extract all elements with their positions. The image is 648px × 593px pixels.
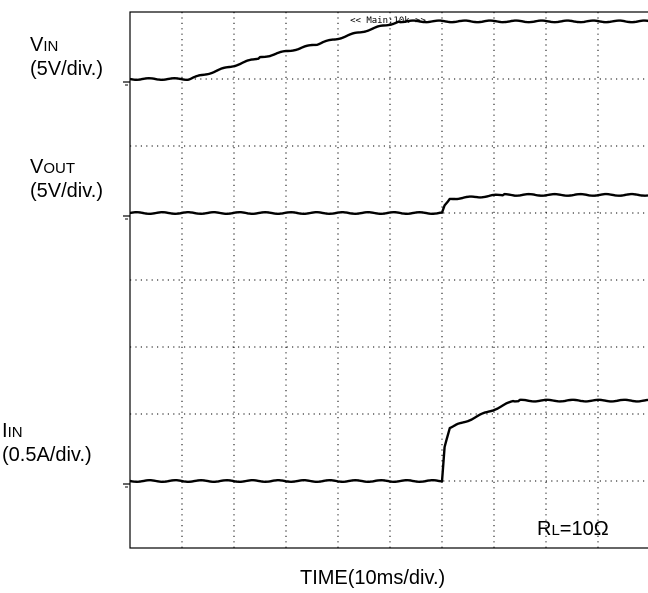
iin-name-main: I [2,420,8,442]
iin-name-sub: IN [7,424,23,441]
vout-scale: (5V/div.) [30,180,103,202]
vin-scale: (5V/div.) [30,58,103,80]
series-line-iin [129,398,648,483]
annotation-sub: L [551,522,560,539]
annotation-main: R [537,518,552,540]
scope-frame [129,11,648,549]
load-annotation: RL=10Ω [537,518,609,541]
grid-lines [130,12,648,548]
series-label-iin: IIN (0.5A/div.) [2,420,92,466]
series-line-vout [129,192,648,216]
x-axis-label: TIME(10ms/div.) [300,567,446,589]
series-label-vin: VIN (5V/div.) [30,34,103,80]
scope-header: << Main:10k >> [350,16,426,26]
annotation-rest: =10Ω [559,518,609,540]
vin-name-main: V [30,34,44,56]
series-label-vout: VOUT (5V/div.) [30,156,103,202]
vin-name-sub: IN [43,38,59,55]
waveforms [129,19,648,483]
vout-name-sub: OUT [43,160,76,177]
series-line-vin [129,19,648,82]
ground-markers [123,81,130,488]
vout-name-main: V [30,156,44,178]
iin-scale: (0.5A/div.) [2,444,92,466]
